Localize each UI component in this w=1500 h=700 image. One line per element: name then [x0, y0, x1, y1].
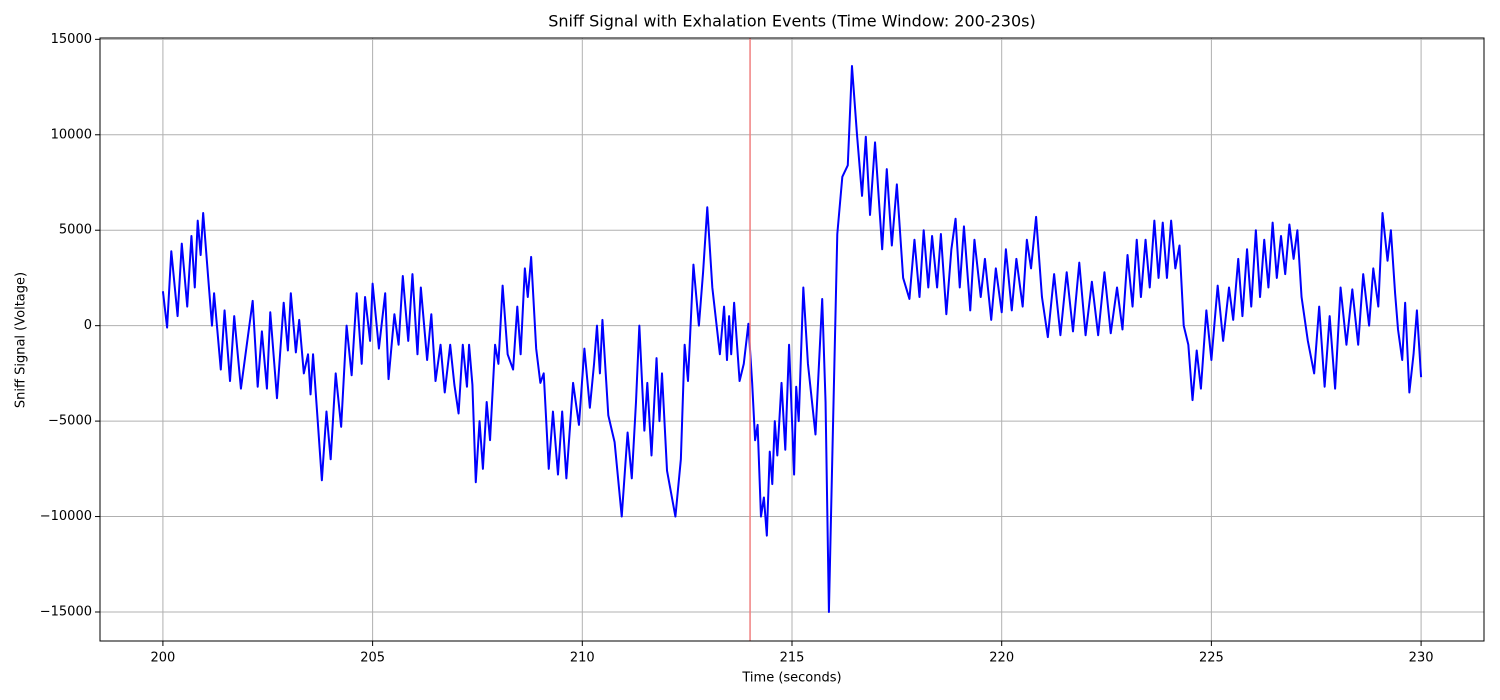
- x-tick-label: 205: [360, 651, 385, 666]
- y-tick-label: −10000: [40, 509, 92, 524]
- y-tick-label: 15000: [51, 32, 92, 47]
- x-tick-label: 225: [1199, 651, 1224, 666]
- x-tick-label: 210: [570, 651, 595, 666]
- y-tick-label: −5000: [48, 414, 92, 429]
- x-axis-title: Time (seconds): [741, 671, 841, 686]
- y-axis-title: Sniff Signal (Voltage): [14, 272, 29, 408]
- y-tick-label: −15000: [40, 604, 92, 619]
- x-tick-label: 220: [989, 651, 1014, 666]
- signal-line: [161, 65, 1423, 613]
- y-tick-label: 10000: [51, 127, 92, 142]
- chart-title: Sniff Signal with Exhalation Events (Tim…: [548, 12, 1035, 31]
- y-tick-label: 5000: [59, 223, 92, 238]
- x-tick-label: 215: [780, 651, 805, 666]
- x-tick-label: 230: [1409, 651, 1434, 666]
- x-tick-label: 200: [150, 651, 175, 666]
- y-tick-label: 0: [84, 318, 92, 333]
- plot-frame: [99, 37, 1485, 642]
